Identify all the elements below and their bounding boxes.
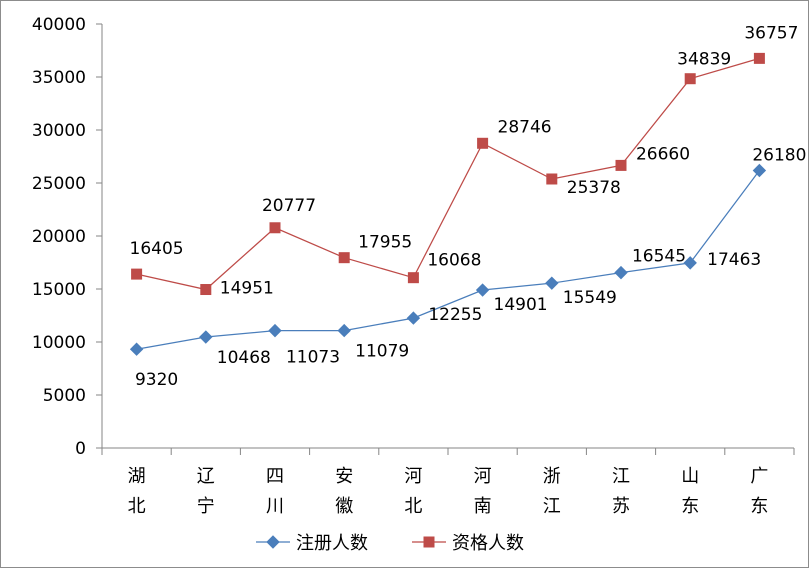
x-tick-label: 山东 [681, 466, 699, 517]
x-tick-label-char: 东 [681, 496, 699, 517]
data-point [752, 163, 767, 178]
data-label: 20777 [262, 196, 316, 216]
data-label: 11079 [355, 342, 409, 362]
x-tick-label: 辽宁 [197, 466, 215, 517]
x-tick-label-char: 南 [474, 496, 492, 517]
x-tick-label-char: 川 [266, 496, 284, 517]
y-tick-label: 25000 [32, 174, 86, 194]
data-point [338, 252, 350, 264]
y-tick-label: 20000 [32, 227, 86, 247]
data-point [406, 311, 421, 325]
y-tick-label: 40000 [32, 15, 86, 35]
x-tick-label-char: 河 [404, 466, 422, 487]
x-tick-label: 广东 [750, 466, 768, 517]
y-tick-label: 15000 [32, 280, 86, 300]
y-tick-label: 5000 [43, 386, 86, 406]
data-point [268, 323, 282, 338]
x-tick-label: 四川 [266, 466, 284, 517]
series-layer [129, 52, 767, 356]
data-label: 16405 [130, 239, 184, 259]
data-label: 16545 [632, 247, 686, 267]
data-point [269, 222, 281, 234]
x-tick-label-char: 浙 [543, 466, 561, 487]
data-point [475, 283, 490, 297]
legend-marker [423, 536, 435, 548]
legend-marker [266, 535, 280, 549]
x-tick-label-char: 山 [681, 466, 699, 487]
data-label: 16068 [427, 251, 481, 271]
data-point [546, 173, 558, 185]
data-point [477, 137, 489, 149]
data-label: 14901 [494, 295, 548, 315]
y-tick-label: 30000 [32, 121, 86, 141]
legend-item: 资格人数 [412, 533, 524, 554]
x-tick-label-char: 徽 [335, 496, 353, 517]
data-point [407, 272, 419, 284]
x-tick-label-char: 湖 [128, 466, 146, 487]
legend-item: 注册人数 [256, 533, 368, 554]
data-label: 14951 [220, 279, 274, 299]
x-tick-label-char: 江 [543, 496, 561, 517]
x-tick-label-char: 河 [474, 466, 492, 487]
x-tick-label-char: 广 [750, 466, 768, 487]
x-tick-label: 浙江 [543, 466, 561, 517]
x-tick-label-char: 北 [128, 496, 146, 517]
data-label: 10468 [217, 348, 271, 368]
x-tick-label-char: 东 [750, 496, 768, 517]
series-line [136, 57, 760, 291]
data-label: 26180 [752, 145, 806, 165]
x-tick-label: 河南 [474, 466, 492, 517]
data-point [684, 73, 696, 85]
y-tick-label: 10000 [32, 333, 86, 353]
data-labels: 9320 10468 11073 11079 12255 14901 15549 16545 1… [130, 23, 807, 390]
y-tick-label: 35000 [32, 68, 86, 88]
data-label: 11073 [286, 348, 340, 368]
data-label: 15549 [563, 288, 617, 308]
x-tick-label-char: 江 [612, 466, 630, 487]
data-point [683, 256, 697, 270]
data-point [753, 52, 765, 64]
data-label: 12255 [428, 305, 482, 325]
data-point [131, 268, 143, 280]
data-label: 25378 [567, 178, 621, 198]
x-tick-label: 河北 [404, 466, 422, 517]
data-point [615, 159, 627, 171]
legend-label: 资格人数 [452, 533, 524, 554]
data-label: 36757 [744, 23, 798, 43]
data-point [545, 276, 559, 290]
data-label: 28746 [498, 117, 552, 137]
data-label: 9320 [135, 370, 178, 390]
legend-label: 注册人数 [296, 533, 368, 554]
axes: 0 5000 10000 15000 20000 25000 30000 35000 40000… [32, 15, 795, 517]
x-tick-label-char: 北 [404, 496, 422, 517]
x-tick-label: 湖北 [128, 466, 146, 517]
data-point [199, 330, 213, 344]
x-tick-label: 安徽 [335, 466, 353, 517]
series-2 [131, 52, 765, 296]
data-label: 17463 [707, 250, 761, 270]
x-tick-label-char: 四 [266, 466, 284, 487]
x-tick-label-char: 宁 [197, 496, 215, 517]
series-line [136, 170, 760, 350]
x-tick-label-char: 安 [335, 466, 353, 487]
y-tick-label: 0 [75, 439, 86, 459]
x-tick-label-char: 苏 [612, 496, 630, 517]
data-point [129, 342, 144, 356]
series-1 [129, 163, 767, 356]
data-point [614, 265, 628, 280]
x-tick-label-char: 辽 [197, 466, 215, 487]
data-point [337, 323, 351, 338]
data-label: 26660 [636, 144, 690, 164]
legend: 注册人数 资格人数 [256, 533, 524, 554]
data-label: 34839 [677, 50, 731, 70]
x-tick-label: 江苏 [612, 466, 630, 517]
data-label: 17955 [358, 233, 412, 253]
data-point [200, 284, 212, 296]
